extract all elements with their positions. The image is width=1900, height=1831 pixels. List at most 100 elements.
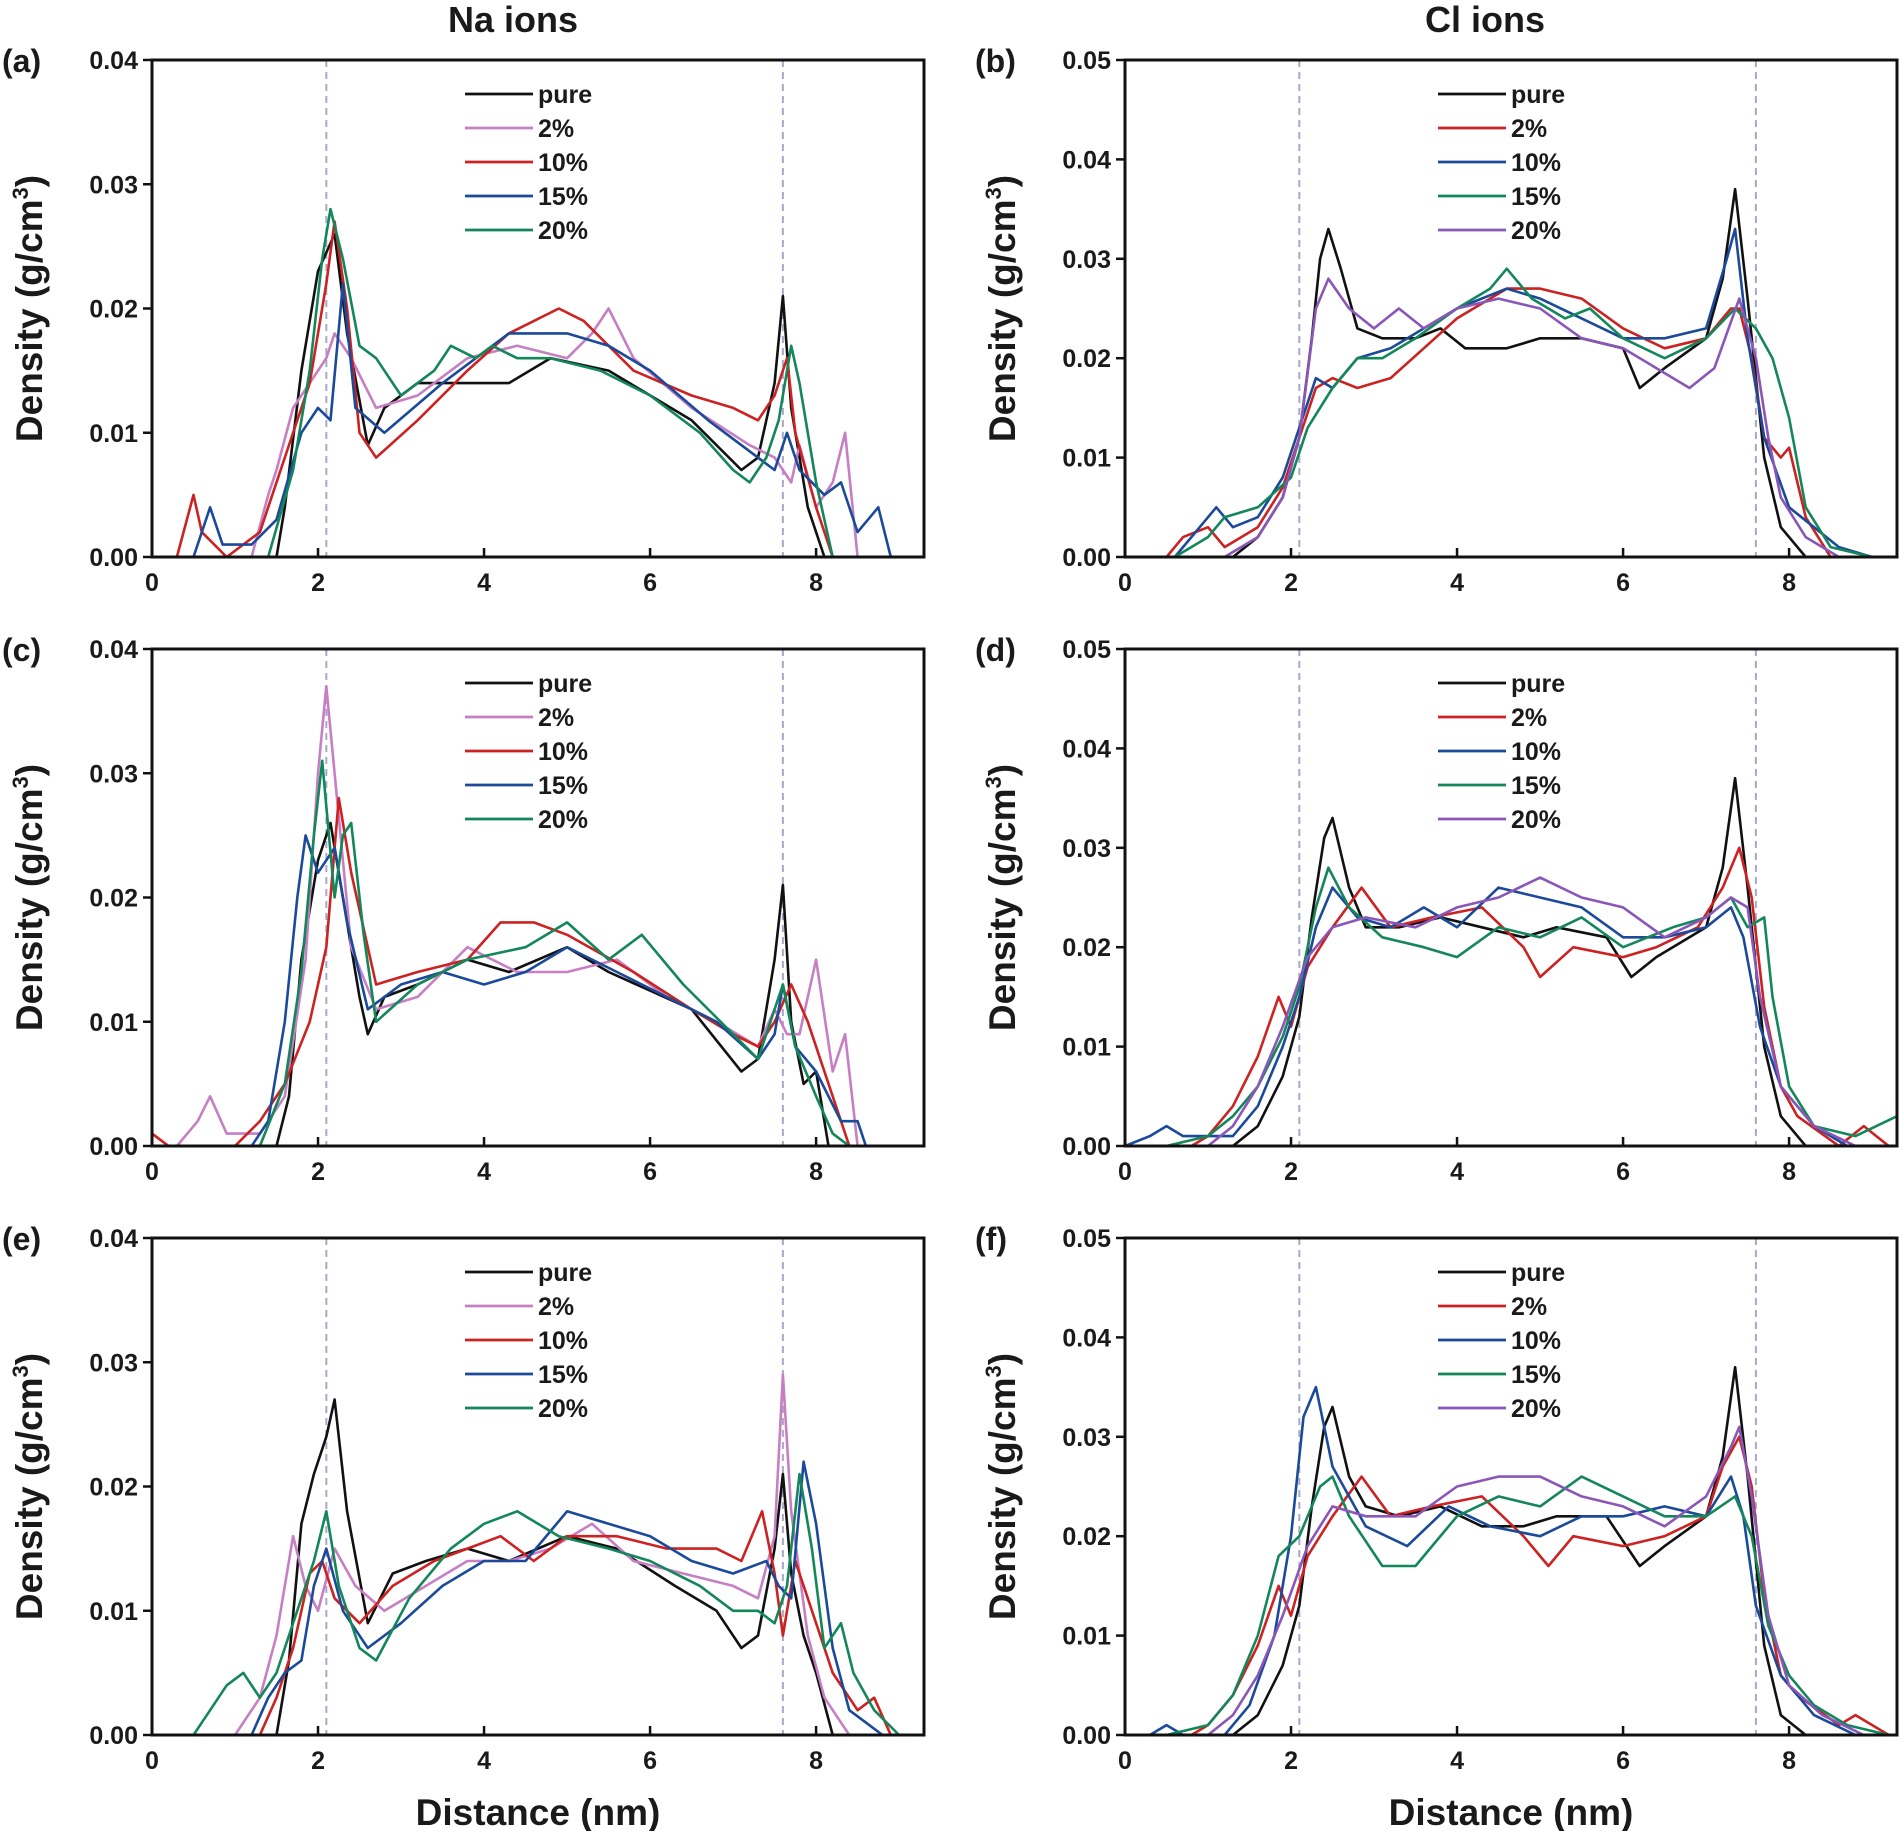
series-line-2pct xyxy=(1165,287,1832,557)
legend-label: 20% xyxy=(538,806,588,834)
x-tick-label: 2 xyxy=(1284,569,1298,597)
series-group xyxy=(1125,776,1897,1146)
series-line-20pct xyxy=(1206,876,1857,1146)
y-tick-label: 0.00 xyxy=(1062,1722,1111,1750)
y-tick-label: 0.02 xyxy=(1062,1523,1111,1551)
y-tick-label: 0.04 xyxy=(1062,146,1111,174)
legend-label: 15% xyxy=(1511,1361,1561,1389)
legend-label: 2% xyxy=(538,115,574,143)
x-tick-label: 6 xyxy=(1616,1158,1630,1186)
x-tick-label: 0 xyxy=(145,1158,159,1186)
y-axis-title: Density (g/cm3) xyxy=(981,764,1023,1031)
series-line-15pct xyxy=(1165,866,1897,1146)
series-line-20pct xyxy=(258,759,851,1146)
series-line-10pct xyxy=(152,796,851,1146)
x-tick-label: 6 xyxy=(643,569,657,597)
legend-label: 2% xyxy=(1511,115,1547,143)
y-tick-label: 0.04 xyxy=(1062,1324,1111,1352)
y-tick-label: 0.00 xyxy=(1062,544,1111,572)
series-line-2pct xyxy=(1190,1435,1890,1735)
panel-label: (e) xyxy=(2,1221,41,1257)
x-tick-label: 4 xyxy=(1450,1747,1464,1775)
x-tick-label: 6 xyxy=(1616,1747,1630,1775)
legend-label: 15% xyxy=(1511,772,1561,800)
x-tick-label: 2 xyxy=(311,1158,325,1186)
legend-label: 15% xyxy=(538,772,588,800)
panel-label: (a) xyxy=(2,43,41,79)
y-axis-title: Density (g/cm3) xyxy=(8,1353,50,1620)
y-axis-title-sup: 3 xyxy=(981,1365,1006,1377)
legend-label: 10% xyxy=(1511,738,1561,766)
y-tick-label: 0.03 xyxy=(89,1349,138,1377)
legend-label: 10% xyxy=(538,1327,588,1355)
y-axis-title-main: Density (g/cm xyxy=(982,788,1023,1031)
y-axis-title-end: ) xyxy=(9,175,50,187)
plot-frame xyxy=(1123,647,1899,1148)
series-line-20pct xyxy=(1223,277,1841,557)
legend-label: 2% xyxy=(538,1293,574,1321)
x-tick-label: 4 xyxy=(477,1158,491,1186)
y-axis-title-main: Density (g/cm xyxy=(9,1377,50,1620)
legend-label: 10% xyxy=(538,738,588,766)
series-line-10pct xyxy=(175,220,835,557)
y-axis-title-main: Density (g/cm xyxy=(982,199,1023,442)
y-tick-label: 0.00 xyxy=(1062,1133,1111,1161)
column-title-na: Na ions xyxy=(448,0,578,40)
legend-label: 15% xyxy=(538,1361,588,1389)
x-axis-title: Distance (nm) xyxy=(1389,1792,1634,1831)
y-axis-title-sup: 3 xyxy=(8,187,33,199)
x-axis-title: Distance (nm) xyxy=(416,1792,661,1831)
x-tick-label: 4 xyxy=(477,569,491,597)
legend-label: 20% xyxy=(538,1395,588,1423)
series-line-10pct xyxy=(1148,1385,1857,1735)
y-tick-label: 0.03 xyxy=(1062,1424,1111,1452)
y-tick-label: 0.04 xyxy=(89,47,138,75)
legend-label: pure xyxy=(1511,670,1565,698)
legend-label: 10% xyxy=(1511,149,1561,177)
series-group xyxy=(192,1373,901,1735)
legend-label: 20% xyxy=(1511,806,1561,834)
series-group xyxy=(152,684,868,1146)
x-tick-label: 4 xyxy=(1450,569,1464,597)
y-tick-label: 0.03 xyxy=(1062,246,1111,274)
y-axis-title-main: Density (g/cm xyxy=(982,1377,1023,1620)
series-line-15pct xyxy=(1165,1475,1890,1735)
y-axis-title: Density (g/cm3) xyxy=(8,175,50,442)
legend-label: 20% xyxy=(538,217,588,245)
x-tick-label: 2 xyxy=(311,569,325,597)
y-tick-label: 0.01 xyxy=(89,1009,138,1037)
y-axis-title-main: Density (g/cm xyxy=(9,199,50,442)
legend-label: 2% xyxy=(538,704,574,732)
series-line-2pct xyxy=(175,684,859,1146)
legend-label: 15% xyxy=(538,183,588,211)
legend-label: pure xyxy=(538,1259,592,1287)
panel-label: (c) xyxy=(2,632,41,668)
x-tick-label: 2 xyxy=(311,1747,325,1775)
x-tick-label: 0 xyxy=(1118,1158,1132,1186)
chart-panel-d: 0 2 4 6 8 0.00 0.01 0.02 0.03 0.04 0.05 (d) pure 2% 10… xyxy=(975,632,1899,1186)
legend-label: 2% xyxy=(1511,1293,1547,1321)
panel-label: (f) xyxy=(975,1221,1007,1257)
y-tick-label: 0.00 xyxy=(89,544,138,572)
x-tick-label: 8 xyxy=(809,1747,823,1775)
chart-panel-f: 0 2 4 6 8 0.00 0.01 0.02 0.03 0.04 0.05 (f) pure 2% 10… xyxy=(975,1221,1899,1831)
chart-panel-c: 0 2 4 6 8 0.00 0.01 0.02 0.03 0.04 (c) pure 2% 10% 15%… xyxy=(2,632,926,1186)
legend-label: pure xyxy=(1511,81,1565,109)
y-axis-title: Density (g/cm3) xyxy=(8,764,50,1031)
y-axis-title: Density (g/cm3) xyxy=(981,175,1023,442)
y-axis-title-sup: 3 xyxy=(981,187,1006,199)
series-line-10pct xyxy=(258,1510,893,1735)
series-line-15pct xyxy=(250,1460,884,1735)
x-tick-label: 6 xyxy=(643,1747,657,1775)
y-axis-title: Density (g/cm3) xyxy=(981,1353,1023,1620)
y-axis-title-end: ) xyxy=(982,764,1023,776)
legend-label: 15% xyxy=(1511,183,1561,211)
plot-frame xyxy=(1123,1236,1899,1737)
y-tick-label: 0.04 xyxy=(89,1225,138,1253)
series-line-15pct xyxy=(1173,267,1874,557)
y-tick-label: 0.00 xyxy=(89,1722,138,1750)
y-tick-label: 0.05 xyxy=(1062,1225,1111,1253)
series-line-pure xyxy=(275,821,830,1146)
y-tick-label: 0.01 xyxy=(89,420,138,448)
